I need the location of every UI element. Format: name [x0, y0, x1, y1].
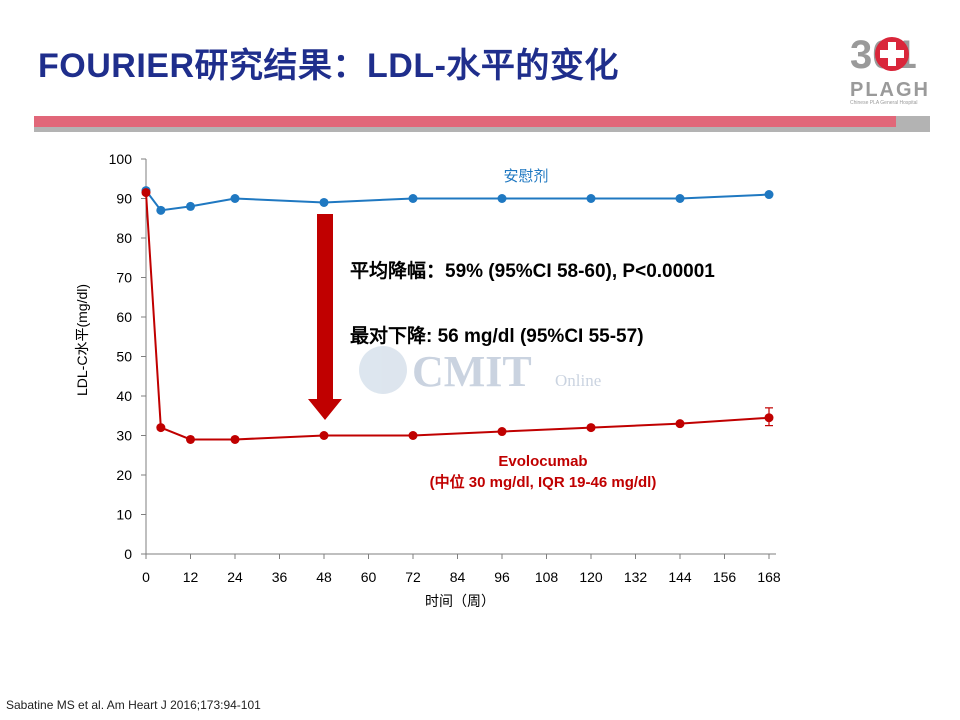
evolocumab-data-point — [408, 431, 418, 440]
evolocumab-data-point — [230, 434, 240, 444]
placebo-data-point — [586, 194, 596, 203]
x-tick-label: 108 — [535, 569, 559, 585]
reference-citation: Sabatine MS et al. Am Heart J 2016;173:9… — [6, 698, 261, 712]
evolocumab-series-label: Evolocumab — [498, 453, 587, 470]
x-tick-label: 36 — [272, 569, 288, 585]
y-tick-label: 0 — [124, 546, 132, 562]
evolocumab-data-point — [156, 423, 166, 433]
x-axis-title: 时间（周） — [425, 593, 495, 609]
x-tick-label: 168 — [757, 569, 781, 585]
y-tick-label: 100 — [109, 151, 133, 167]
placebo-data-point — [497, 194, 507, 203]
x-tick-label: 0 — [142, 569, 150, 585]
y-tick-label: 70 — [116, 270, 132, 286]
x-tick-label: 84 — [450, 569, 466, 585]
plagh-logo: 301 PLAGH Chinese PLA General Hospital — [850, 33, 930, 106]
placebo-data-point — [675, 194, 685, 203]
x-tick-label: 72 — [405, 569, 421, 585]
placebo-data-point — [319, 197, 329, 207]
watermark-globe-icon — [359, 346, 407, 394]
y-tick-label: 50 — [116, 349, 132, 365]
cmit-watermark: CMIT Online — [359, 346, 601, 396]
evolocumab-data-point — [586, 423, 596, 433]
logo-subtitle: Chinese PLA General Hospital — [850, 100, 918, 106]
x-tick-label: 156 — [713, 569, 737, 585]
y-tick-label: 90 — [116, 191, 132, 207]
x-tick-label: 60 — [361, 569, 377, 585]
y-tick-label: 80 — [116, 230, 132, 246]
watermark-subtext: Online — [555, 371, 601, 390]
x-tick-label: 144 — [668, 569, 692, 585]
evolocumab-data-point — [675, 419, 685, 429]
x-tick-label: 24 — [227, 569, 243, 585]
y-tick-label: 40 — [116, 388, 132, 404]
evolocumab-data-point — [141, 188, 151, 198]
placebo-series-line — [145, 189, 770, 212]
x-tick-label: 96 — [494, 569, 510, 585]
evolocumab-data-point — [186, 434, 195, 444]
evolocumab-series-note: (中位 30 mg/dl, IQR 19-46 mg/dl) — [430, 473, 657, 491]
placebo-data-point — [186, 201, 195, 211]
header-accent-bar — [34, 116, 896, 127]
y-tick-label: 30 — [116, 428, 132, 444]
x-tick-label: 12 — [183, 569, 199, 585]
y-tick-label: 60 — [116, 309, 132, 325]
evolocumab-series-line — [145, 192, 770, 441]
logo-name: PLAGH — [850, 79, 930, 101]
absolute-reduction-annotation: 最对下降: 56 mg/dl (95%CI 55-57) — [350, 324, 644, 347]
y-tick-label: 10 — [116, 507, 132, 523]
placebo-data-point — [156, 205, 166, 215]
y-tick-label: 20 — [116, 467, 132, 483]
page-title: FOURIER研究结果：LDL-水平的变化 — [38, 47, 619, 85]
placebo-series-label: 安慰剂 — [503, 167, 548, 185]
x-tick-label: 132 — [624, 569, 648, 585]
watermark-text: CMIT — [412, 347, 532, 396]
x-tick-label: 120 — [579, 569, 603, 585]
placebo-data-point — [230, 194, 240, 203]
evolocumab-data-point — [497, 427, 507, 437]
y-axis-title: LDL-C水平(mg/dl) — [74, 284, 90, 396]
evolocumab-data-point — [319, 431, 329, 440]
evolocumab-data-point — [764, 413, 774, 423]
mean-reduction-annotation: 平均降幅：59% (95%CI 58-60), P<0.00001 — [350, 259, 715, 282]
x-tick-label: 48 — [316, 569, 332, 585]
placebo-data-point — [408, 194, 418, 203]
placebo-data-point — [764, 190, 774, 200]
reduction-arrow-icon — [308, 214, 342, 420]
